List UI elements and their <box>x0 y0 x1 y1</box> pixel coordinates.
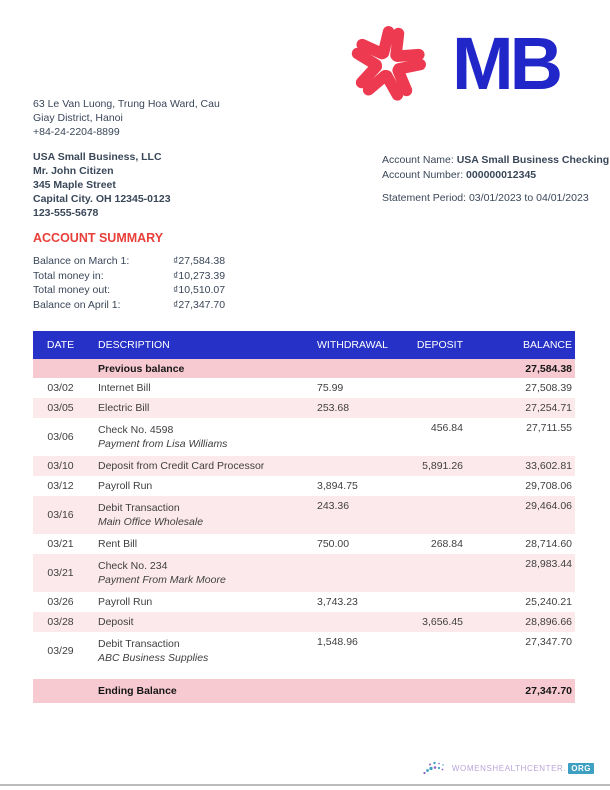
bottom-divider <box>0 784 610 786</box>
watermark: WOMENSHEALTHCENTER. ORG <box>422 760 594 776</box>
account-name-label: Account Name: <box>382 154 457 166</box>
account-number-label: Account Number: <box>382 168 467 181</box>
bank-address-line: 63 Le Van Luong, Trung Hoa Ward, Cau <box>33 98 220 110</box>
header-withdrawal: WITHDRAWAL <box>317 339 388 351</box>
summary-row: Balance on April 1: ₫27,347.70 <box>33 298 225 313</box>
summary-label: Balance on March 1: <box>33 255 130 267</box>
header-description: DESCRIPTION <box>98 339 170 351</box>
table-row: 03/06 Check No. 4598 Payment from Lisa Wi… <box>33 418 575 456</box>
previous-balance-row: Previous balance 27,584.38 <box>33 359 575 378</box>
row-description: Check No. 234 <box>98 560 168 572</box>
summary-label: Balance on April 1: <box>33 298 121 311</box>
customer-contact: Mr. John Citizen <box>33 165 114 177</box>
ending-balance-label: Ending Balance <box>98 685 177 697</box>
statement-period-value: 03/01/2023 to 04/01/2023 <box>468 192 589 204</box>
account-summary-title: ACCOUNT SUMMARY <box>33 231 164 245</box>
row-description: Debit Transaction <box>98 638 180 650</box>
header-balance: BALANCE <box>522 339 572 351</box>
bank-address-line: Giay District, Hanoi <box>33 112 123 124</box>
row-subdescription: Payment From Mark Moore <box>98 574 226 586</box>
statement-period-row: Statement Period: 03/01/2023 to 04/01/20… <box>382 191 609 206</box>
table-row: 03/05 Electric Bill 253.68 27,254.71 <box>33 398 575 418</box>
row-subdescription: ABC Business Supplies <box>98 652 209 664</box>
previous-balance-value: 27,584.38 <box>525 362 572 375</box>
account-number-row: Account Number: 000000012345 <box>382 168 609 183</box>
customer-phone: 123-555-5678 <box>33 207 99 219</box>
row-description: Check No. 4598 <box>98 424 174 436</box>
row-subdescription: Main Office Wholesale <box>98 516 204 528</box>
customer-street: 345 Maple Street <box>33 179 116 191</box>
header-date: DATE <box>46 339 75 351</box>
table-row: 03/28 Deposit 3,656.45 28,896.66 <box>33 612 575 632</box>
table-row: 03/26 Payroll Run 3,743.23 25,240.21 <box>33 592 575 612</box>
summary-value: ₫10,273.39 <box>173 269 226 282</box>
summary-value: ₫27,584.38 <box>173 255 226 267</box>
watermark-badge: ORG <box>568 762 594 774</box>
account-summary: Balance on March 1: ₫27,584.38 Total mone… <box>33 254 225 312</box>
customer-address: USA Small Business, LLC Mr. John Citizen… <box>33 150 171 220</box>
ending-balance-value: 27,347.70 <box>525 685 572 697</box>
summary-label: Total money out: <box>33 284 111 296</box>
dot-spiral-icon <box>423 761 444 775</box>
mb-logo-text: MB <box>452 22 563 105</box>
summary-row: Total money in: ₫10,273.39 <box>33 269 225 284</box>
table-row: 03/10 Deposit from Credit Card Processor… <box>33 456 575 476</box>
table-row: 03/21 Check No. 234 Payment From Mark Moo… <box>33 554 575 592</box>
account-name-value: USA Small Business Checking <box>456 154 610 166</box>
header-deposit: DEPOSIT <box>416 339 463 351</box>
mb-star-icon <box>340 18 436 110</box>
table-row: 03/21 Rent Bill 750.00 268.84 28,714.60 <box>33 534 575 554</box>
summary-row: Balance on March 1: ₫27,584.38 <box>33 254 225 269</box>
row-subdescription: Payment from Lisa Williams <box>98 438 228 450</box>
table-row: 03/29 Debit Transaction ABC Business Supp… <box>33 632 575 670</box>
bank-address: 63 Le Van Luong, Trung Hoa Ward, Cau Gia… <box>33 97 220 139</box>
bank-address-line: +84-24-2204-8899 <box>33 126 120 138</box>
summary-value: ₫10,510.07 <box>173 284 226 296</box>
watermark-text: WOMENSHEALTHCENTER. <box>451 763 567 773</box>
account-number-value: 000000012345 <box>466 168 537 181</box>
table-row: 03/02 Internet Bill 75.99 27,508.39 <box>33 378 575 398</box>
account-name-row: Account Name: USA Small Business Checkin… <box>382 153 609 168</box>
mb-bank-logo: MB <box>340 18 563 110</box>
table-row: 03/12 Payroll Run 3,894.75 29,708.06 <box>33 476 575 496</box>
customer-name: USA Small Business, LLC <box>33 151 162 163</box>
table-header-row: DATE DESCRIPTION WITHDRAWAL DEPOSIT BALA… <box>33 331 575 359</box>
transactions-table: DATE DESCRIPTION WITHDRAWAL DEPOSIT BALA… <box>33 331 575 703</box>
customer-city: Capital City. OH 12345-0123 <box>33 193 171 205</box>
ending-balance-row: Ending Balance 27,347.70 <box>33 679 575 703</box>
row-description: Debit Transaction <box>98 502 180 514</box>
summary-row: Total money out: ₫10,510.07 <box>33 283 225 298</box>
statement-period-label: Statement Period: <box>382 192 469 204</box>
previous-balance-label: Previous balance <box>98 362 185 375</box>
spacer-row <box>33 670 575 679</box>
table-row: 03/16 Debit Transaction Main Office Whole… <box>33 496 575 534</box>
summary-value: ₫27,347.70 <box>173 298 226 311</box>
account-info: Account Name: USA Small Business Checkin… <box>382 153 609 206</box>
summary-label: Total money in: <box>33 269 104 282</box>
